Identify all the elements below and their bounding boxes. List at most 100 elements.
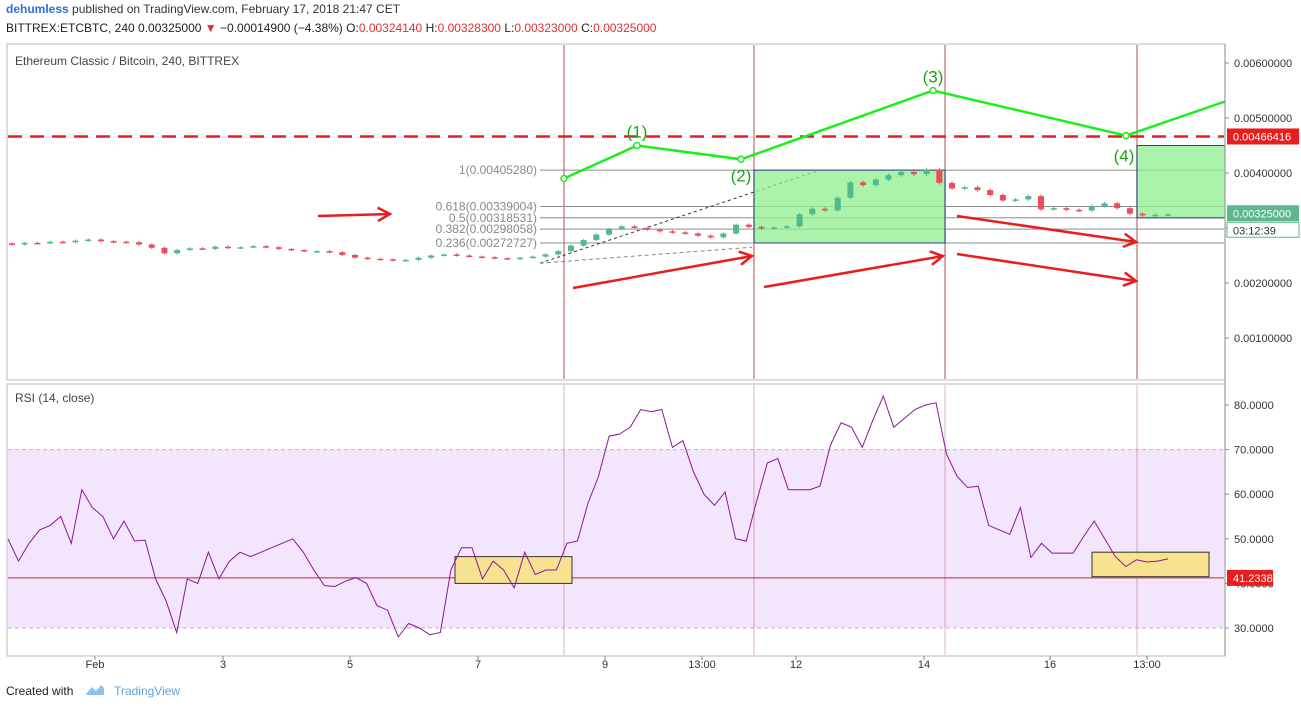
red-arrow xyxy=(956,214,1137,244)
candle xyxy=(250,246,257,248)
candle xyxy=(847,182,854,198)
red-arrow-head xyxy=(376,206,393,223)
candle xyxy=(364,257,371,260)
price-tick-label: 0.00600000 xyxy=(1234,58,1292,70)
candle xyxy=(733,224,740,234)
candle xyxy=(771,227,778,229)
candle xyxy=(72,240,79,243)
wave-label: (4) xyxy=(1114,147,1135,166)
candle xyxy=(1050,208,1057,210)
rsi-value-label: 41.2338 xyxy=(1233,573,1273,585)
candle xyxy=(390,259,397,261)
resistance-marker xyxy=(1227,128,1299,145)
candle xyxy=(872,179,879,186)
candle xyxy=(555,251,562,255)
red-arrow-head xyxy=(929,250,946,266)
wave-label: (2) xyxy=(731,166,752,185)
candle xyxy=(694,233,701,236)
candle xyxy=(1037,196,1044,210)
published-text: published on TradingView.com, February 1… xyxy=(72,2,401,16)
time-tick-label: 13:00 xyxy=(1133,659,1161,671)
candle xyxy=(796,214,803,227)
price-marker-label: 0.00325000 xyxy=(1233,208,1291,220)
fib-level-label: 0.5(0.00318531) xyxy=(449,211,537,225)
tradingview-logo-icon xyxy=(85,684,105,699)
publisher-name[interactable]: dehumless xyxy=(6,2,69,16)
candle xyxy=(453,254,460,256)
time-tick-label: 7 xyxy=(475,659,481,671)
red-arrow-head xyxy=(1122,271,1139,287)
candle xyxy=(59,241,66,244)
candle xyxy=(351,254,358,258)
price-axis[interactable] xyxy=(1225,44,1300,656)
price-tick-label: 0.00400000 xyxy=(1234,168,1292,180)
candle xyxy=(85,239,92,242)
projection-point xyxy=(633,141,641,150)
candle xyxy=(428,255,435,258)
candle xyxy=(1114,203,1121,209)
high-label: H: xyxy=(425,21,438,35)
candle xyxy=(402,259,409,262)
candle xyxy=(669,231,676,233)
candle xyxy=(123,241,130,244)
fib-trend-line xyxy=(539,169,821,264)
candle xyxy=(631,226,638,228)
candle xyxy=(97,239,104,242)
price-tick-label: 0.00500000 xyxy=(1234,113,1292,125)
candle xyxy=(161,247,168,254)
candle xyxy=(936,169,943,183)
candle xyxy=(834,197,841,211)
candle xyxy=(682,232,689,234)
price-pane[interactable] xyxy=(6,43,1226,381)
candle xyxy=(47,241,54,244)
price-tick-label: 0.00200000 xyxy=(1234,278,1292,290)
fib-level-label: 0.618(0.00339004) xyxy=(436,200,537,214)
candle xyxy=(110,241,117,243)
time-tick-label: 16 xyxy=(1044,659,1056,671)
red-arrow xyxy=(572,254,753,290)
resistance-marker-label: 0.00466416 xyxy=(1233,131,1291,143)
red-arrow-head xyxy=(1122,232,1139,249)
candle xyxy=(644,228,651,230)
rsi-value-marker xyxy=(1227,569,1273,586)
price-marker xyxy=(1227,205,1299,222)
time-tick-label: 3 xyxy=(220,659,226,671)
projection-path xyxy=(563,89,1226,180)
fib-level-label: 0.236(0.00272727) xyxy=(436,236,537,250)
candle xyxy=(898,171,905,176)
candle xyxy=(21,242,28,245)
candle xyxy=(301,250,308,252)
candle xyxy=(1088,206,1095,211)
candle xyxy=(326,251,333,253)
wave-label: (1) xyxy=(627,123,648,142)
time-tick-label: Feb xyxy=(86,659,105,671)
chart-title: Ethereum Classic / Bitcoin, 240, BITTREX xyxy=(15,54,239,68)
open-value: 0.00324140 xyxy=(358,21,423,35)
candle xyxy=(567,245,574,252)
rsi-line xyxy=(7,394,1169,638)
time-tick-label: 12 xyxy=(790,659,802,671)
candle xyxy=(288,248,295,251)
symbol-label: BITTREX:ETCBTC, 240 xyxy=(6,21,135,35)
projection-box-4 xyxy=(1136,145,1226,219)
close-label: C: xyxy=(581,21,594,35)
projection-point xyxy=(737,155,745,163)
candle xyxy=(491,257,498,259)
price-tick-label: 0.00100000 xyxy=(1234,333,1292,345)
rsi-highlight-box-2 xyxy=(1091,551,1210,578)
down-triangle-icon: ▼ xyxy=(204,21,217,35)
candle xyxy=(517,257,524,260)
red-arrow xyxy=(317,212,391,218)
candle xyxy=(1165,214,1171,216)
time-tick-label: 13:00 xyxy=(688,659,716,671)
red-arrow-head xyxy=(738,250,755,266)
rsi-band xyxy=(8,449,1224,628)
candle xyxy=(263,246,270,248)
tradingview-brand[interactable]: TradingView xyxy=(114,684,181,698)
candle xyxy=(720,233,727,238)
candle xyxy=(1025,196,1032,200)
rsi-tick-label: 30.0000 xyxy=(1234,623,1274,635)
footer: Created with TradingView xyxy=(6,684,180,699)
candle xyxy=(186,248,193,250)
